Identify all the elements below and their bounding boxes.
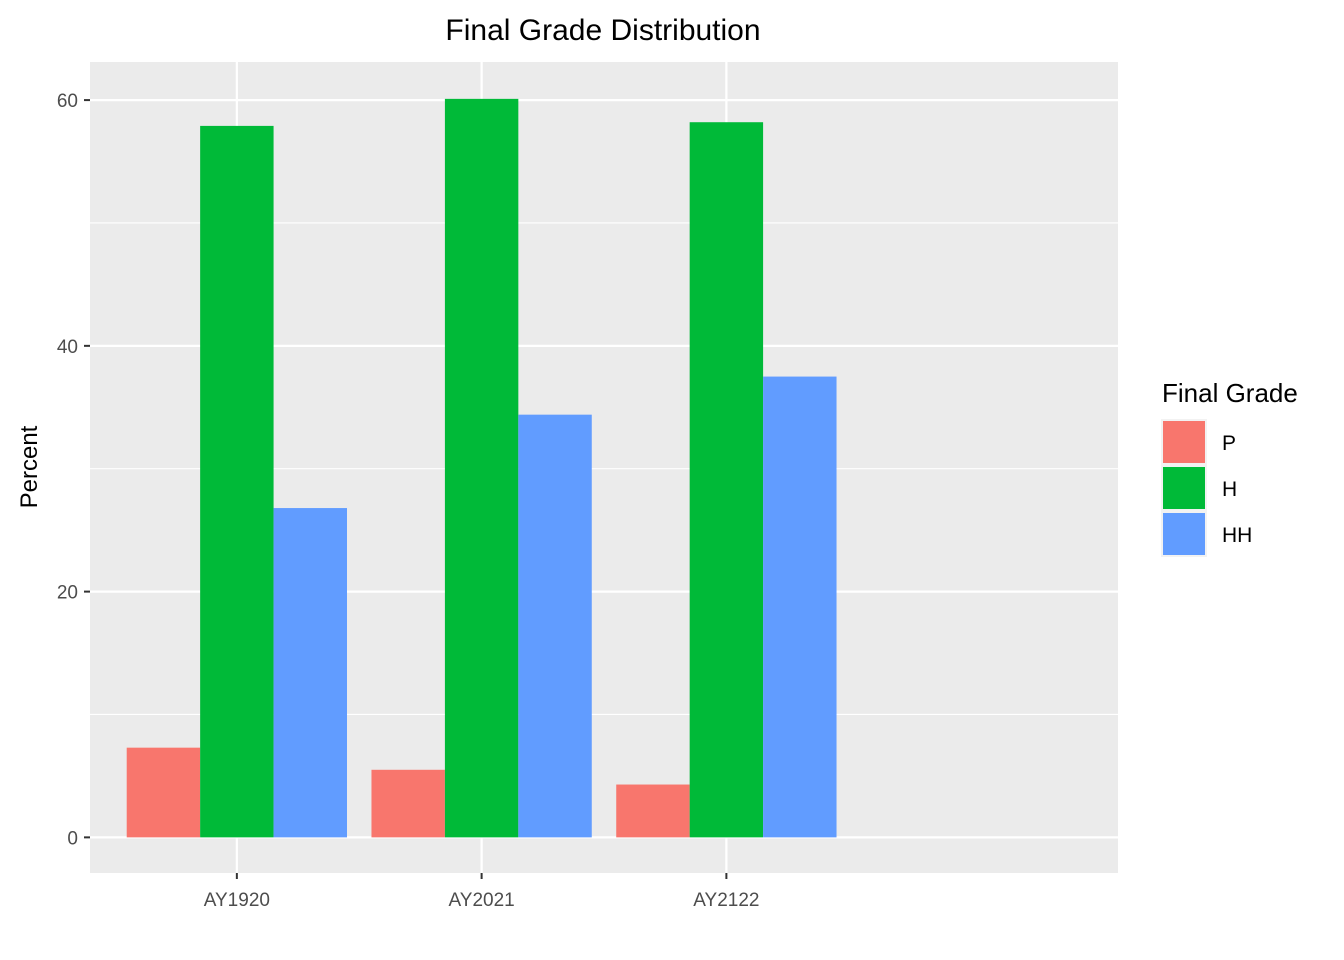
y-tick-label: 20 [57,583,78,604]
bar-h-ay2122 [689,122,764,838]
y-axis-label: Percent [16,425,43,508]
axes: 0 20 40 60 AY1920 AY2021 AY2122 [57,91,760,911]
legend-label-p: P [1222,432,1236,455]
legend-label-h: H [1222,478,1237,501]
bars [126,98,837,838]
x-tick-label: AY1920 [204,890,270,911]
bar-hh-ay2021 [518,414,592,838]
bar-p-ay2122 [616,784,690,838]
bar-hh-ay1920 [273,508,347,838]
legend-swatch-p [1163,421,1205,463]
y-tick-label: 60 [57,91,78,112]
chart-title: Final Grade Distribution [445,14,760,47]
legend-label-hh: HH [1222,524,1252,547]
bar-h-ay1920 [200,125,274,838]
bar-h-ay2021 [444,98,519,838]
legend-title: Final Grade [1162,378,1298,408]
x-tick-label: AY2021 [449,890,515,911]
y-tick-label: 40 [57,337,78,358]
x-tick-label: AY2122 [693,890,759,911]
bar-p-ay1920 [126,747,201,838]
y-tick-label: 0 [67,828,78,849]
bar-p-ay2021 [371,769,445,838]
bar-hh-ay2122 [763,376,837,838]
legend-swatch-h [1163,467,1205,509]
legend-swatch-hh [1163,513,1205,555]
